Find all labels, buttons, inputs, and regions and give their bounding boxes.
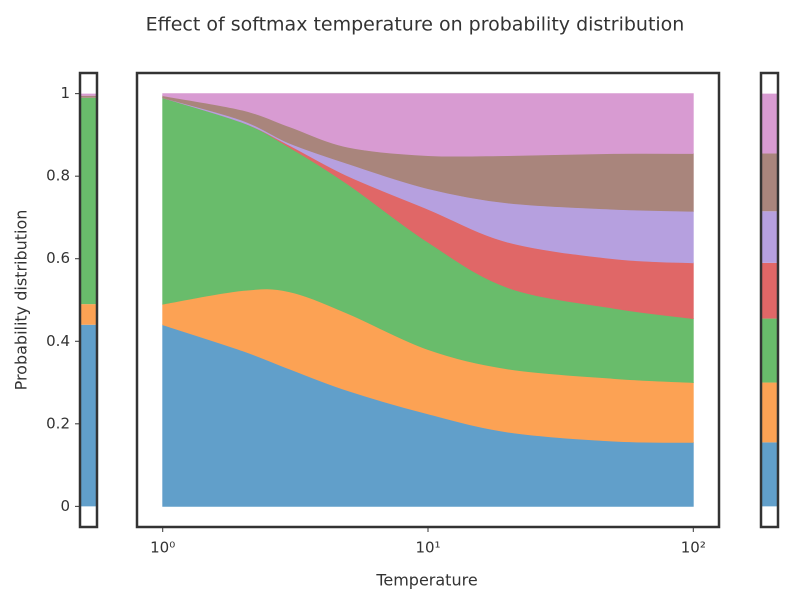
side-bar [761, 318, 778, 383]
left-frame [78, 71, 99, 529]
side-bar [80, 324, 97, 507]
x-tick-label: 10¹ [415, 539, 440, 557]
x-tick-label: 10² [681, 539, 706, 557]
y-axis-label: Probability distribution [12, 210, 31, 391]
y-tick-label: 0.2 [46, 414, 70, 432]
side-bar [80, 93, 97, 96]
side-bar [761, 153, 778, 212]
side-bar [761, 93, 778, 154]
y-tick-label: 1 [60, 84, 70, 102]
x-tick-label: 10⁰ [150, 539, 175, 557]
right-frame [759, 71, 780, 529]
plot [80, 93, 778, 507]
y-tick-label: 0.6 [46, 249, 70, 267]
side-bar [80, 95, 97, 98]
side-bar [80, 304, 97, 325]
side-bar [80, 97, 97, 305]
y-tick-label: 0.4 [46, 332, 70, 350]
y-tick-label: 0.8 [46, 167, 70, 185]
side-bar [761, 382, 778, 443]
chart-title: Effect of softmax temperature on probabi… [146, 14, 685, 36]
side-bar [761, 262, 778, 319]
y-tick-label: 0 [60, 497, 70, 515]
side-bar [761, 442, 778, 507]
area [162, 93, 694, 157]
side-bar [761, 211, 778, 263]
x-axis-label: Temperature [375, 571, 477, 590]
